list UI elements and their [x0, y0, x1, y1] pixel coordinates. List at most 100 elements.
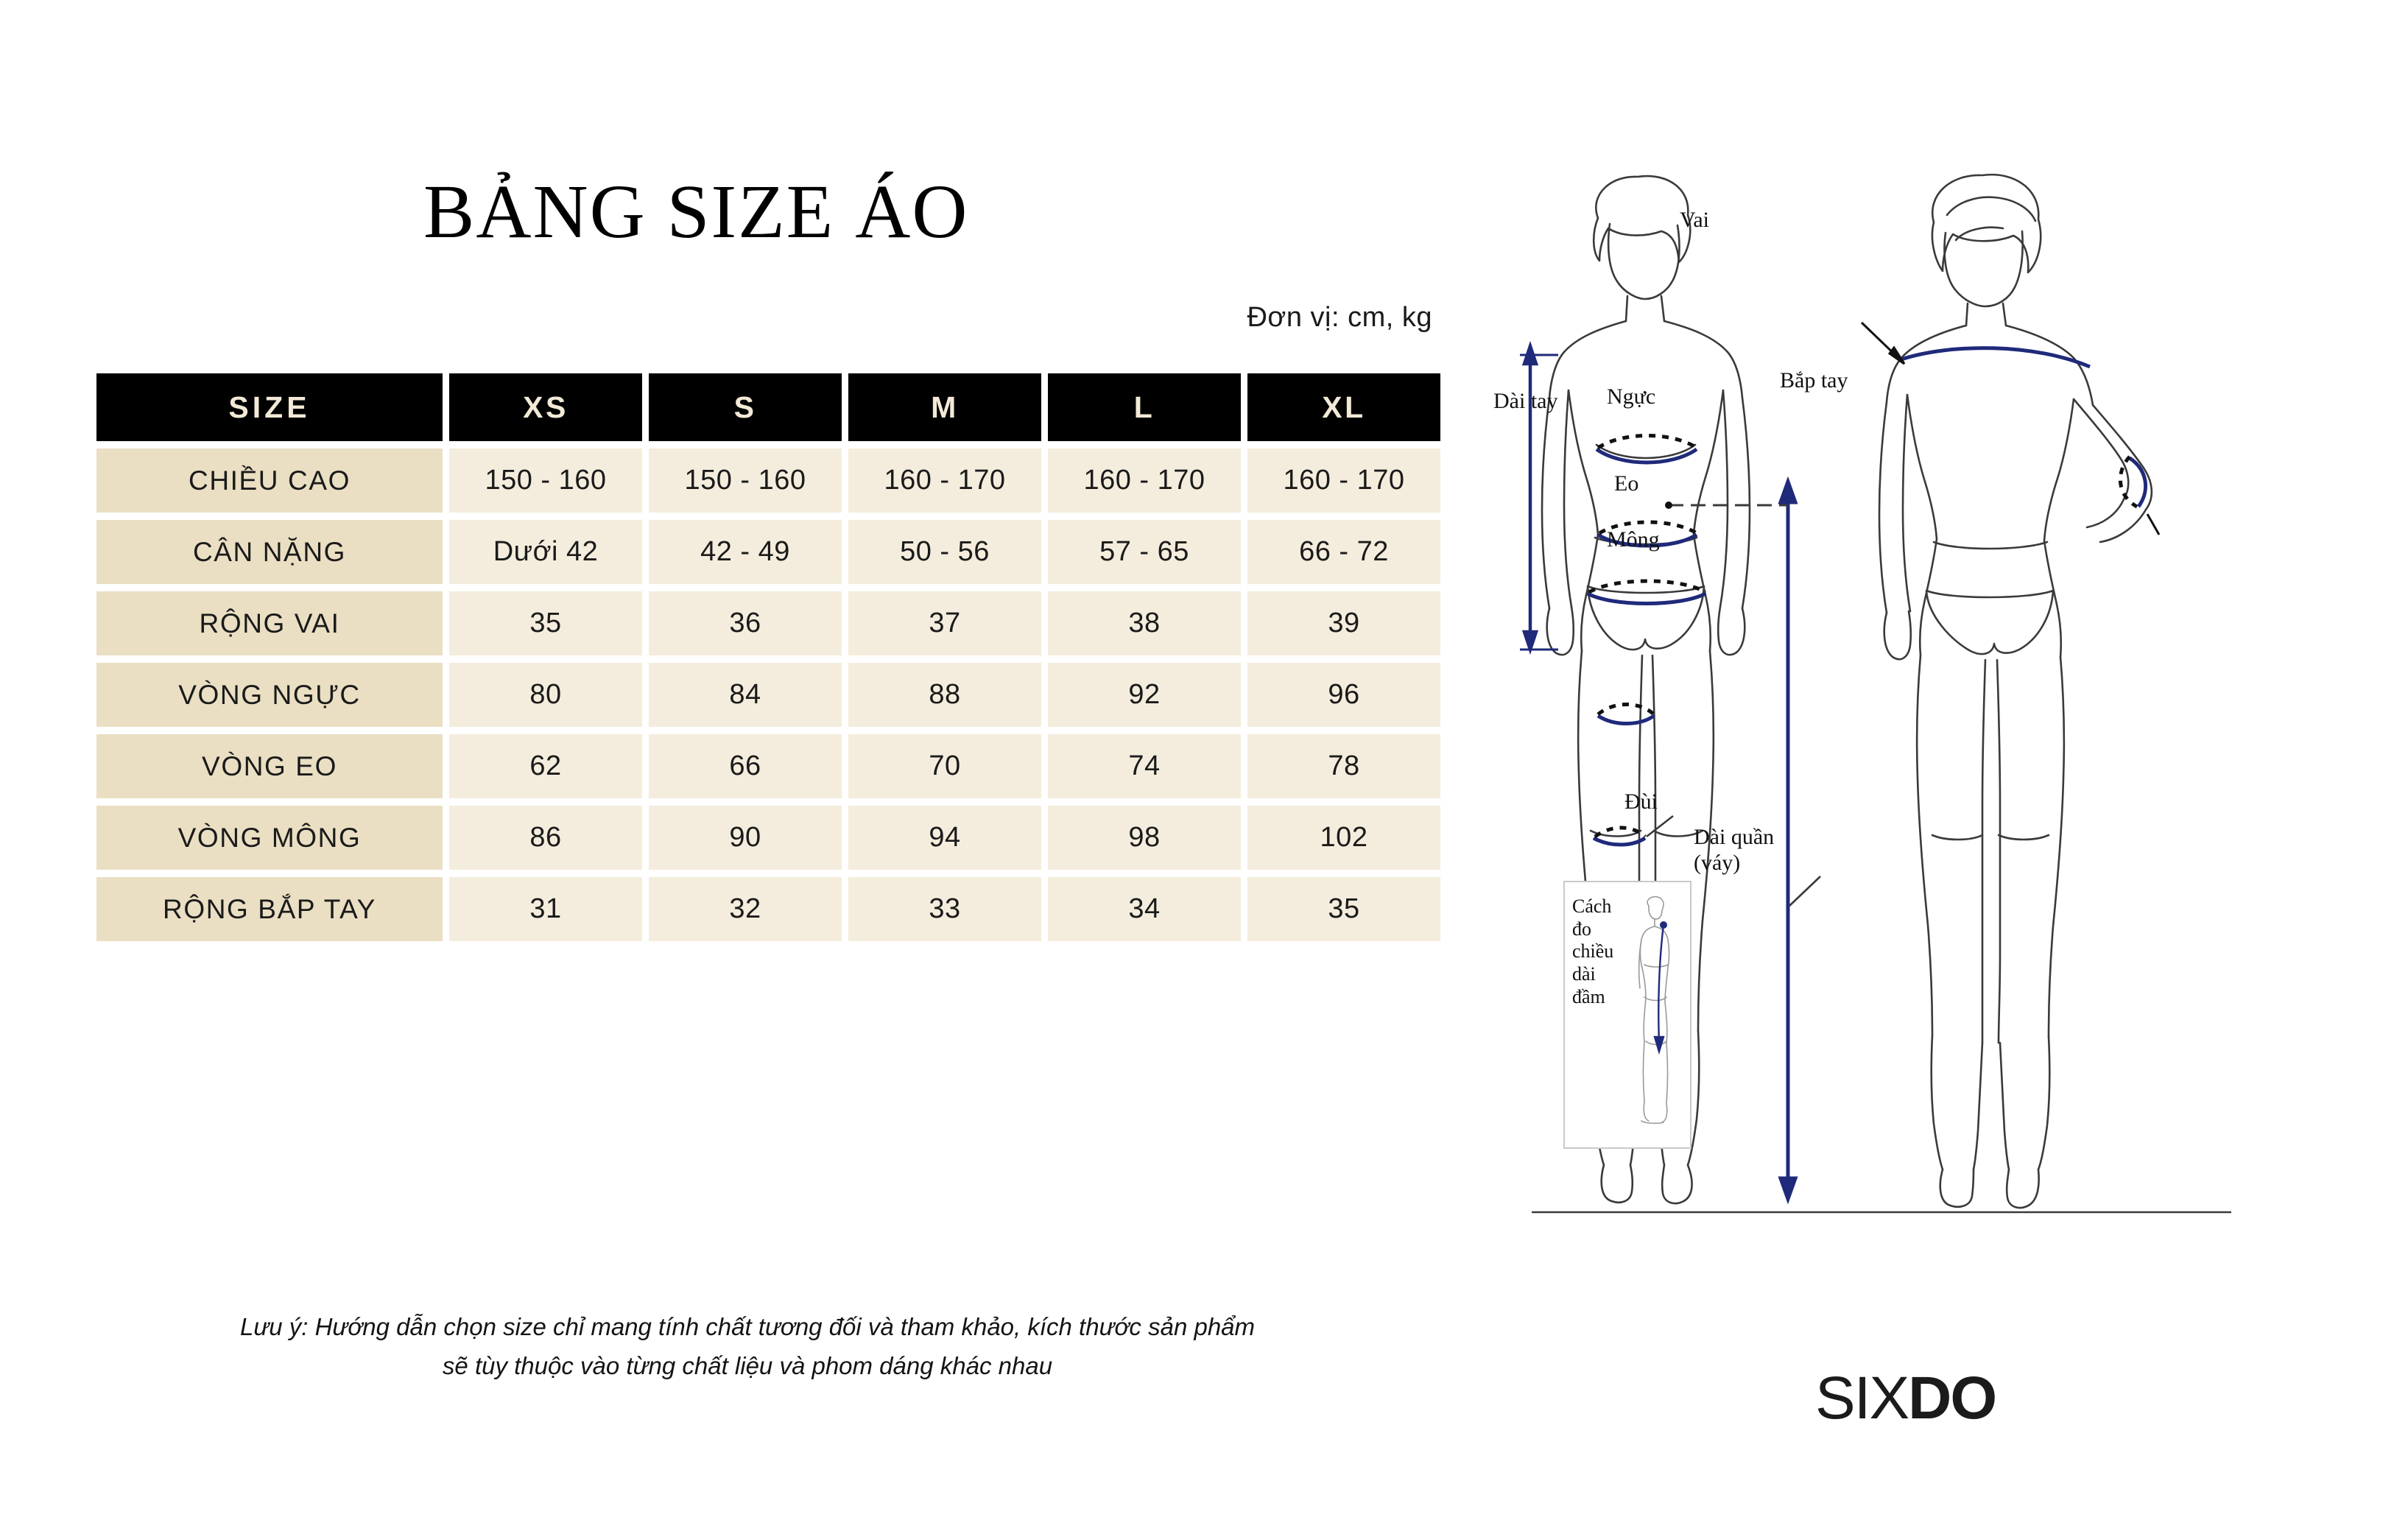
cell-chieu-cao-l: 160 - 170 — [1048, 448, 1241, 513]
column-header-xs: XS — [449, 373, 642, 441]
column-header-xl: XL — [1247, 373, 1440, 441]
table-row: CÂN NẶNG Dưới 42 42 - 49 50 - 56 57 - 65… — [96, 520, 1440, 584]
cell-vong-mong-s: 90 — [649, 806, 842, 870]
inset-side-figure-svg — [1638, 896, 1670, 1125]
footnote-line-2: sẽ tùy thuộc vào từng chất liệu và phom … — [442, 1352, 1053, 1380]
page-title: BẢNG SIZE ÁO — [423, 169, 969, 254]
footnote: Lưu ý: Hướng dẫn chọn size chỉ mang tính… — [88, 1307, 1407, 1386]
column-header-m: M — [848, 373, 1041, 441]
cell-chieu-cao-xs: 150 - 160 — [449, 448, 642, 513]
label-dai-quan-line1: Dài quần — [1694, 825, 1775, 849]
label-vai: Vai — [1680, 208, 1709, 232]
cell-chieu-cao-s: 150 - 160 — [649, 448, 842, 513]
cell-chieu-cao-xl: 160 - 170 — [1247, 448, 1440, 513]
cell-rong-vai-m: 37 — [848, 591, 1041, 655]
row-label-vong-nguc: VÒNG NGỰC — [96, 663, 443, 727]
hip-measure-dotted — [1588, 579, 1707, 594]
cell-rong-bap-tay-xs: 31 — [449, 877, 642, 941]
row-label-chieu-cao: CHIỀU CAO — [96, 448, 443, 513]
cell-can-nang-xs: Dưới 42 — [449, 520, 642, 584]
brand-logo: SIXDO — [1815, 1364, 1997, 1433]
inset-line-3: chiều — [1572, 940, 1614, 963]
label-dai-quan-line2: (váy) — [1694, 850, 1741, 875]
brand-logo-part2: DO — [1908, 1365, 1997, 1432]
cell-vong-eo-xs: 62 — [449, 734, 642, 798]
row-label-rong-vai: RỘNG VAI — [96, 591, 443, 655]
label-dai-quan: Dài quần (váy) — [1694, 825, 1774, 876]
trouser-length-arrow — [1778, 476, 1798, 1205]
table-row: VÒNG NGỰC 80 84 88 92 96 — [96, 663, 1440, 727]
row-label-vong-mong: VÒNG MÔNG — [96, 806, 443, 870]
body-figures-illustration — [1488, 169, 2408, 1318]
cell-can-nang-s: 42 - 49 — [649, 520, 842, 584]
inset-line-2: đo — [1572, 918, 1591, 940]
row-label-vong-eo: VÒNG EO — [96, 734, 443, 798]
cell-vong-mong-l: 98 — [1048, 806, 1241, 870]
label-bap-tay: Bắp tay — [1780, 368, 1848, 393]
cell-vong-nguc-xl: 96 — [1247, 663, 1440, 727]
row-label-rong-bap-tay: RỘNG BẮP TAY — [96, 877, 443, 941]
cell-rong-vai-s: 36 — [649, 591, 842, 655]
brand-logo-part1: SIX — [1815, 1365, 1909, 1432]
cell-vong-nguc-m: 88 — [848, 663, 1041, 727]
bicep-leader-line — [2146, 513, 2161, 535]
label-nguc: Ngực — [1607, 384, 1656, 409]
table-header: SIZE XS S M L XL — [96, 373, 1440, 441]
thigh-measure-dotted — [1596, 703, 1655, 716]
cell-vong-mong-m: 94 — [848, 806, 1041, 870]
cell-rong-bap-tay-l: 34 — [1048, 877, 1241, 941]
cell-vong-nguc-l: 92 — [1048, 663, 1241, 727]
cell-vong-nguc-xs: 80 — [449, 663, 642, 727]
dress-length-inset: Cách đo chiều dài đầm — [1563, 881, 1691, 1149]
table-body: CHIỀU CAO 150 - 160 150 - 160 160 - 170 … — [96, 448, 1440, 941]
header-row: SIZE XS S M L XL — [96, 373, 1440, 441]
chest-measure-dotted — [1596, 434, 1698, 450]
cell-can-nang-l: 57 - 65 — [1048, 520, 1241, 584]
cell-rong-vai-xs: 35 — [449, 591, 642, 655]
label-dui: Đùi — [1624, 789, 1658, 814]
column-header-size: SIZE — [96, 373, 443, 441]
hip-pointer-line — [1665, 502, 1788, 509]
inset-caption: Cách đo chiều dài đầm — [1572, 896, 1633, 1008]
cell-rong-bap-tay-xl: 35 — [1247, 877, 1440, 941]
inset-measure-arrow — [1653, 921, 1667, 1055]
figures-svg — [1520, 173, 2231, 1214]
table-row: RỘNG VAI 35 36 37 38 39 — [96, 591, 1440, 655]
left-panel: BẢNG SIZE ÁO Đơn vị: cm, kg SIZE XS S M … — [88, 169, 1447, 1386]
inset-line-4: dài — [1572, 963, 1596, 985]
inset-line-1: Cách — [1572, 896, 1612, 917]
cell-vong-nguc-s: 84 — [649, 663, 842, 727]
label-dai-tay: Dài tay — [1493, 389, 1558, 413]
cell-rong-vai-xl: 39 — [1247, 591, 1440, 655]
label-eo: Eo — [1614, 471, 1639, 496]
hip-measure-line — [1586, 591, 1707, 605]
table-row: VÒNG MÔNG 86 90 94 98 102 — [96, 806, 1440, 870]
waist-measure-line — [1596, 532, 1698, 548]
cell-vong-eo-l: 74 — [1048, 734, 1241, 798]
chest-measure-line — [1595, 447, 1698, 465]
label-mong: Mông — [1607, 527, 1660, 552]
cell-chieu-cao-m: 160 - 170 — [848, 448, 1041, 513]
bicep-measure-dotted — [2118, 455, 2138, 509]
inset-line-5: đầm — [1572, 985, 1605, 1007]
sleeve-length-arrow — [1520, 340, 1558, 655]
knee-measure-line — [1592, 836, 1647, 847]
knee-measure-dotted — [1594, 826, 1647, 839]
cell-rong-vai-l: 38 — [1048, 591, 1241, 655]
bicep-measure-line — [2128, 456, 2148, 508]
shoulder-measure-line — [1901, 346, 2091, 369]
measurement-diagram-panel: Dài tay Ngực Eo Mông Đùi Gối Vai Bắp tay… — [1488, 0, 2408, 1534]
unit-note: Đơn vị: cm, kg — [1247, 302, 1432, 333]
table-row: CHIỀU CAO 150 - 160 150 - 160 160 - 170 … — [96, 448, 1440, 513]
trouser-label-leader — [1789, 876, 1821, 907]
size-table: SIZE XS S M L XL CHIỀU CAO 150 - 160 150… — [90, 366, 1447, 949]
cell-vong-eo-s: 66 — [649, 734, 842, 798]
column-header-l: L — [1048, 373, 1241, 441]
cell-can-nang-m: 50 - 56 — [848, 520, 1041, 584]
knee-leader-line — [1646, 815, 1674, 838]
thigh-measure-line — [1596, 714, 1655, 725]
cell-vong-eo-xl: 78 — [1247, 734, 1440, 798]
cell-vong-mong-xl: 102 — [1247, 806, 1440, 870]
footnote-line-1: Lưu ý: Hướng dẫn chọn size chỉ mang tính… — [239, 1313, 1256, 1340]
cell-rong-bap-tay-s: 32 — [649, 877, 842, 941]
